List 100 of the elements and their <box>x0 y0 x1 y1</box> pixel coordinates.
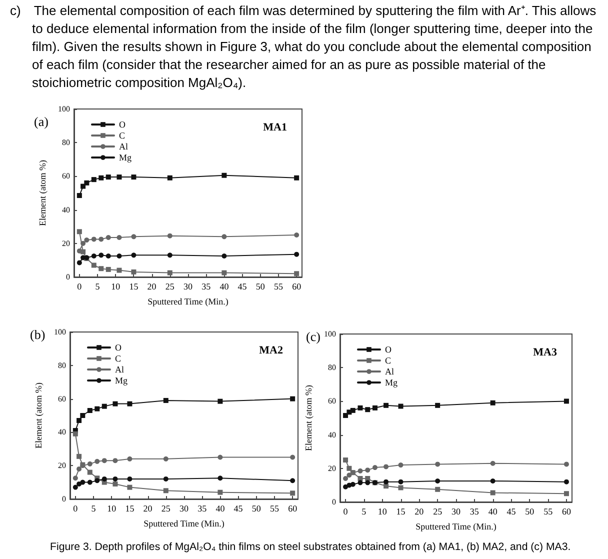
point <box>358 476 363 481</box>
point <box>106 254 111 258</box>
point <box>294 175 300 180</box>
x-tick-label: 35 <box>198 504 208 514</box>
point <box>346 472 352 478</box>
x-tick-label: 0 <box>343 506 348 516</box>
x-tick-label: 60 <box>292 282 302 292</box>
point <box>290 490 296 496</box>
text: MA3 <box>533 346 558 358</box>
x-tick-label: 30 <box>452 506 461 516</box>
point <box>102 404 107 409</box>
point <box>435 478 440 484</box>
x-tick-label: 10 <box>111 282 121 292</box>
x-tick-label: 30 <box>184 282 193 292</box>
point <box>72 476 78 481</box>
point <box>218 454 223 460</box>
y-tick-label: 100 <box>54 328 66 336</box>
x-tick-label: 15 <box>396 506 406 516</box>
y-tick-label: 60 <box>328 396 336 406</box>
point <box>112 481 118 486</box>
text: (c) <box>306 329 320 344</box>
point <box>80 240 86 246</box>
legend-label: Mg <box>385 378 398 388</box>
legend-label: O <box>115 342 122 352</box>
point <box>167 175 172 180</box>
point <box>76 454 82 459</box>
point <box>294 271 300 276</box>
point <box>87 461 92 466</box>
x-tick-label: 20 <box>147 282 157 292</box>
x-tick-label: 25 <box>165 282 175 292</box>
point <box>358 405 363 410</box>
point <box>131 234 136 240</box>
point <box>112 476 118 482</box>
point <box>343 458 348 462</box>
point <box>98 236 104 242</box>
point <box>80 480 86 485</box>
point <box>222 254 227 258</box>
point <box>365 476 370 481</box>
point <box>94 458 100 464</box>
point <box>343 412 348 418</box>
x-tick-label: 50 <box>252 504 262 514</box>
point <box>116 254 122 258</box>
point <box>87 470 92 475</box>
x-tick-label: 45 <box>234 504 244 514</box>
point <box>94 406 100 412</box>
x-tick-label: 10 <box>107 504 117 514</box>
point <box>116 174 122 180</box>
point <box>384 464 389 470</box>
point <box>167 270 172 276</box>
legend-label: C <box>119 130 126 140</box>
text: (b) <box>30 327 46 342</box>
point <box>163 456 168 462</box>
x-tick-label: 5 <box>91 504 96 514</box>
legend-label: O <box>119 120 126 130</box>
x-tick-label: 0 <box>77 282 82 292</box>
point <box>131 174 136 180</box>
point <box>127 401 132 406</box>
point <box>80 413 86 418</box>
point <box>87 480 92 485</box>
text: (a) <box>34 114 48 129</box>
point <box>564 491 569 496</box>
x-tick-label: 40 <box>216 504 226 514</box>
point <box>76 193 82 198</box>
point <box>84 238 90 243</box>
point <box>490 478 496 484</box>
y-axis-title: Element (atom %) <box>38 160 48 226</box>
point <box>72 484 78 490</box>
point <box>76 418 82 424</box>
point <box>91 236 96 242</box>
point <box>98 175 104 180</box>
point <box>290 478 296 484</box>
point <box>106 266 111 272</box>
x-tick-label: 20 <box>414 506 424 516</box>
point <box>384 479 389 484</box>
x-tick-label: 35 <box>202 282 212 292</box>
legend-label: Al <box>385 366 394 376</box>
point <box>564 398 569 404</box>
point <box>384 402 389 408</box>
y-tick-label: 40 <box>58 428 66 437</box>
x-tick-label: 55 <box>274 282 284 292</box>
point <box>127 476 132 482</box>
point <box>350 408 356 413</box>
point <box>294 252 300 257</box>
point <box>84 180 90 186</box>
point <box>384 484 389 489</box>
point <box>102 458 107 464</box>
point <box>167 252 172 258</box>
point <box>435 402 440 408</box>
text: MA1 <box>263 122 287 134</box>
point <box>91 254 96 258</box>
point <box>365 407 370 412</box>
y-tick-label: 0 <box>62 494 66 504</box>
point <box>106 235 111 240</box>
point <box>102 476 107 482</box>
x-tick-label: 50 <box>525 506 535 516</box>
x-tick-label: 15 <box>125 504 135 514</box>
point <box>163 488 168 494</box>
point <box>80 184 86 189</box>
y-tick-label: 100 <box>324 330 336 338</box>
point <box>218 476 223 481</box>
